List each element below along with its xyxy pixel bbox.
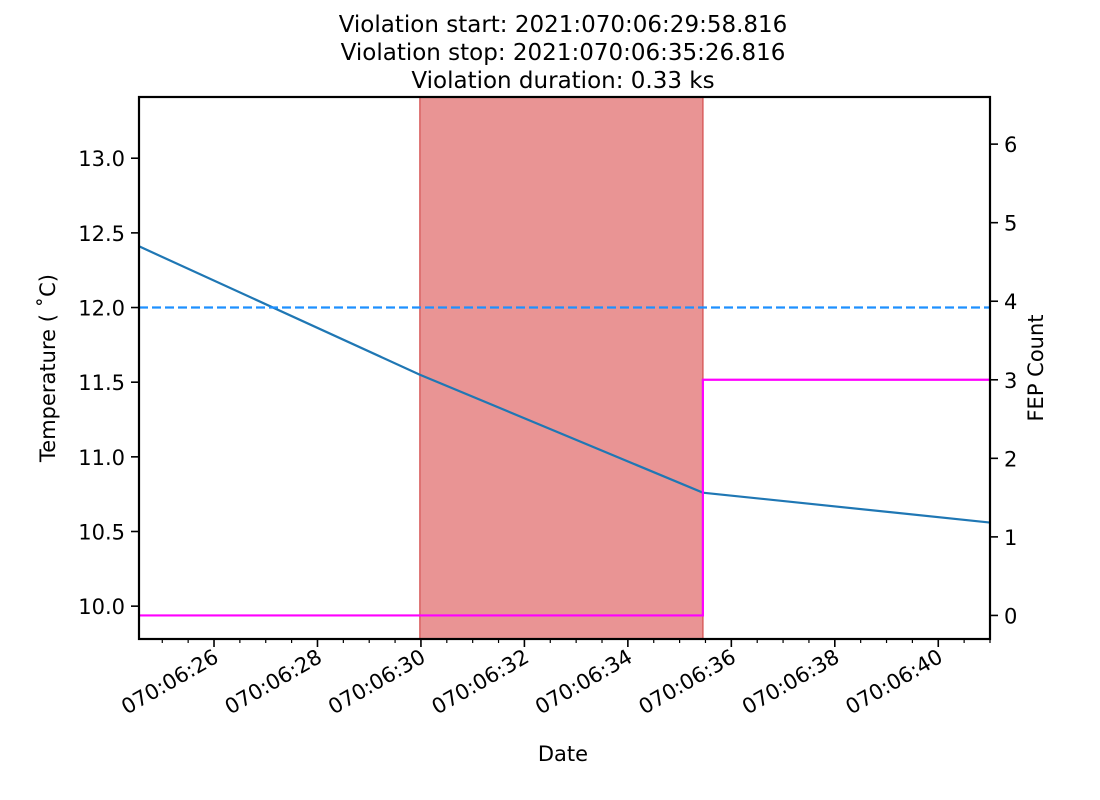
fep-count-step-line bbox=[139, 378, 990, 617]
title-line-duration: Violation duration: 0.33 ks bbox=[411, 68, 714, 94]
y-left-tick-label: 11.5 bbox=[78, 371, 125, 395]
chart-title: Violation start: 2021:070:06:29:58.816 V… bbox=[339, 12, 788, 94]
x-tick-label: 070:06:28 bbox=[221, 645, 326, 720]
y-left-tick-label: 11.0 bbox=[78, 446, 125, 470]
y-right-tick-label: 2 bbox=[1004, 447, 1017, 471]
y-right-tick-label: 3 bbox=[1004, 369, 1017, 393]
x-tick-label: 070:06:36 bbox=[635, 645, 740, 720]
y-right-tick-label: 5 bbox=[1004, 212, 1017, 236]
y-axis-left-label: Temperature ( ˚C) bbox=[36, 274, 60, 463]
x-tick-label: 070:06:32 bbox=[428, 645, 533, 720]
y-right-tick-label: 1 bbox=[1004, 526, 1017, 550]
y-right-tick-label: 6 bbox=[1004, 133, 1017, 157]
plot-frame bbox=[137, 95, 992, 641]
y-left-tick-label: 12.0 bbox=[78, 297, 125, 321]
plot-area: 070:06:26070:06:28070:06:30070:06:32070:… bbox=[78, 95, 1017, 720]
x-tick-label: 070:06:34 bbox=[531, 645, 636, 720]
temperature-line bbox=[138, 245, 991, 524]
y-left-tick-label: 13.0 bbox=[78, 147, 125, 171]
x-tick-label: 070:06:26 bbox=[117, 645, 222, 720]
title-line-stop: Violation stop: 2021:070:06:35:26.816 bbox=[341, 40, 786, 66]
y-right-tick-label: 0 bbox=[1004, 604, 1017, 628]
x-tick-label: 070:06:40 bbox=[842, 645, 947, 720]
title-line-start: Violation start: 2021:070:06:29:58.816 bbox=[339, 12, 788, 38]
y-axis-right-label: FEP Count bbox=[1024, 314, 1048, 421]
x-axis-label: Date bbox=[538, 742, 588, 766]
y-right-tick-label: 4 bbox=[1004, 290, 1017, 314]
x-tick-label: 070:06:30 bbox=[324, 645, 429, 720]
x-tick-label: 070:06:38 bbox=[738, 645, 843, 720]
y-left-tick-label: 12.5 bbox=[78, 222, 125, 246]
violation-span bbox=[419, 96, 704, 640]
y-left-tick-label: 10.0 bbox=[78, 595, 125, 619]
y-left-tick-label: 10.5 bbox=[78, 520, 125, 544]
